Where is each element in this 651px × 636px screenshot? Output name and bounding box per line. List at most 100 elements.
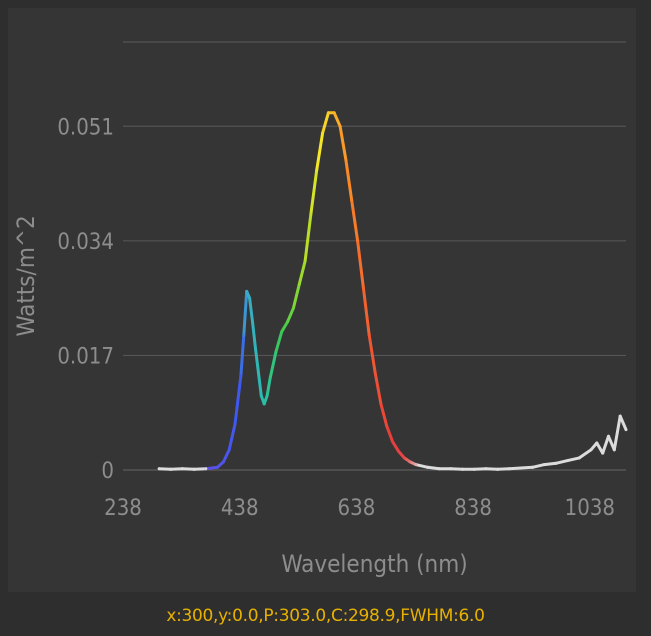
spectrum-chart[interactable]: 0 0.017 0.034 0.051 238 438 638 838 1038 Wavele… [8,8,636,592]
spectrum-segment [181,467,196,471]
spectrum-segment [356,239,365,290]
y-tick-label: 0.051 [57,115,114,140]
spectrum-point [222,460,225,464]
spectrum-point [373,370,377,374]
spectrum-point [321,131,324,135]
x-tick-labels: 238 438 638 838 1038 [104,496,615,521]
spectrum-point [257,370,260,374]
spectrum-point [519,466,523,470]
x-tick-label: 638 [338,496,376,521]
spectrum-point [595,441,599,445]
spectrum-segment [612,414,622,452]
spectrum-point [507,467,511,471]
spectrum-point [566,459,569,462]
y-tick-label: 0.017 [57,344,114,369]
spectrum-segment [379,402,389,428]
spectrum-segment [361,286,371,337]
spectrum-point [274,350,278,354]
x-tick-label: 838 [454,496,492,521]
spectrum-segment [268,350,278,381]
spectrum-segment [157,467,173,471]
spectrum-segment [426,465,441,471]
y-axis-title: Watts/m^2 [12,215,40,336]
spectrum-segment [414,463,430,469]
spectrum-point [356,239,359,243]
spectrum-point [391,440,394,444]
spectrum-point [601,451,605,455]
spectrum-point [350,199,354,202]
spectrum-segment [367,333,377,374]
spectrum-segment [519,465,535,470]
spectrum-segment [315,131,325,172]
spectrum-segment [396,449,406,460]
spectrum-segment [297,259,307,287]
spectrum-segment [385,424,395,444]
spectrum-point [589,448,593,452]
spectrum-segment [248,296,254,324]
spectrum-segment [169,467,184,471]
spectrum-point [449,467,453,471]
spectrum-point [607,434,610,438]
plot-panel[interactable]: 0 0.017 0.034 0.051 238 438 638 838 1038 Wavele… [8,8,636,592]
spectrum-segment [350,198,360,243]
spectrum-segment [265,377,272,398]
spectrum-point [362,286,365,290]
spectrum-segment [303,212,313,263]
x-tick-label: 1038 [565,496,615,521]
spectrum-point [248,296,252,300]
spectrum-segment [373,370,383,406]
x-tick-label: 438 [221,496,259,521]
spectrum-point [397,449,400,453]
spectrum-point [414,463,418,466]
status-readout: x:300,y:0.0,P:303.0,C:298.9,FWHM:6.0 [166,606,485,626]
x-tick-label: 238 [104,496,142,521]
spectrum-segment [577,448,593,460]
spectrum-point [367,333,371,337]
y-tick-label: 0.034 [57,230,114,255]
spectrum-point [437,467,441,471]
spectrum-point [303,259,307,263]
spectrum-point [484,467,488,471]
y-tick-labels: 0 0.017 0.034 0.051 [57,115,114,484]
spectrum-point [618,414,622,418]
spectrum-point [408,460,412,464]
spectrum-point [239,374,243,377]
spectrum-point [251,320,254,324]
spectrum-point [297,283,301,286]
spectrum-point [157,467,161,471]
spectrum-point [531,465,534,469]
y-tick-label: 0 [101,459,114,484]
spectrum-curve-group [157,111,628,471]
spectrum-segment [221,448,231,464]
spectrum-point [233,422,237,426]
spectrum-segment [251,320,257,351]
spectrum-segment [204,465,219,471]
spectrum-segment [618,414,628,432]
spectrum-segment [472,467,488,471]
spectrum-point [242,333,246,337]
spectrum-point [379,402,383,406]
spectrum-point [344,158,348,162]
spectrum-point [262,402,266,406]
spectrum-point [426,465,429,469]
spectrum-point [181,467,184,471]
spectrum-segment [227,422,237,452]
spectrum-point [245,290,249,293]
spectrum-segment [280,320,290,334]
spectrum-segment [507,466,523,471]
grid [123,41,626,471]
spectrum-segment [496,467,511,471]
spectrum-segment [531,463,546,469]
spectrum-point [268,377,272,381]
spectrum-point [327,111,330,115]
spectrum-point [169,467,173,471]
spectrum-point [472,467,476,471]
spectrum-segment [242,289,249,337]
spectrum-point [309,212,313,216]
spectrum-segment [391,440,400,453]
spectrum-segment [338,124,348,162]
spectrum-segment [254,347,260,374]
spectrum-point [461,467,464,471]
spectrum-point [402,456,406,460]
spectrum-segment [233,374,243,426]
